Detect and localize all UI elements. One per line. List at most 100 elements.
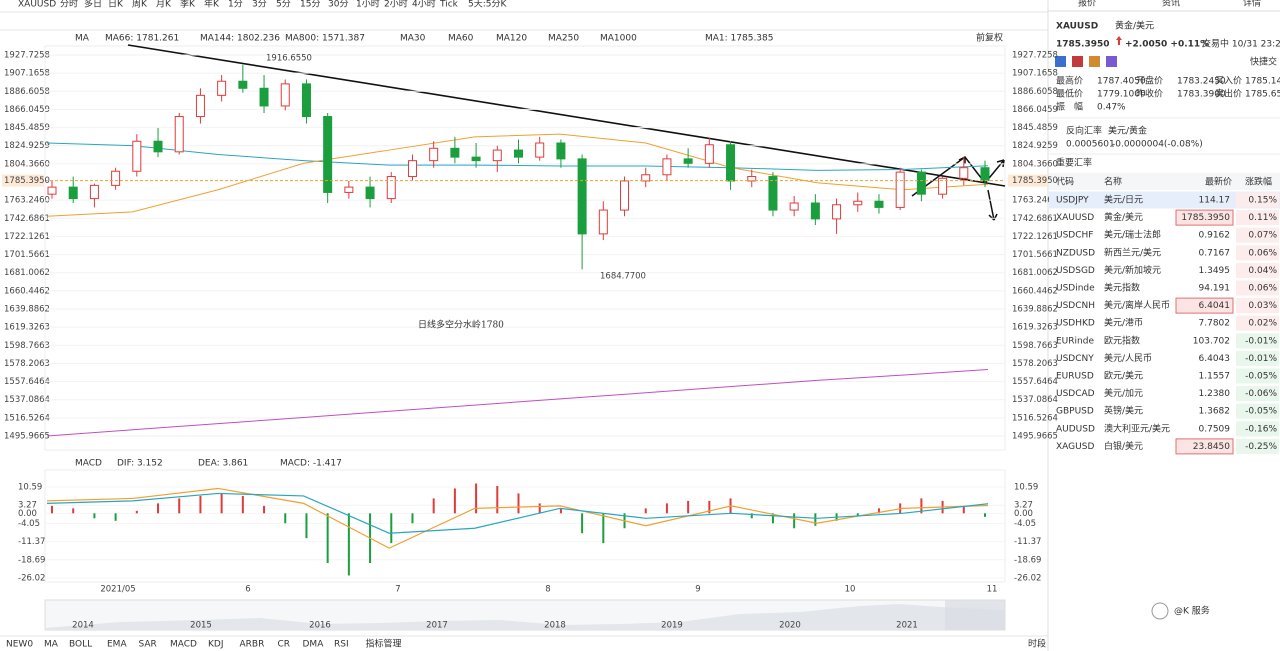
macd-tick-label: -18.69 xyxy=(18,555,45,565)
row-name[interactable]: 美元指数 xyxy=(1104,282,1140,294)
y-tick-label: 1660.4462 xyxy=(1012,286,1058,296)
period-tab[interactable]: 1小时 xyxy=(356,0,380,10)
row-name[interactable]: 美元/新加坡元 xyxy=(1104,264,1161,276)
panel-tab[interactable]: 资讯 xyxy=(1162,0,1180,9)
row-name[interactable]: 欧元/美元 xyxy=(1104,370,1143,382)
indicator-tab[interactable]: DMA xyxy=(303,640,325,650)
table-header[interactable]: 代码 xyxy=(1056,177,1074,188)
y-tick-label: 1578.2063 xyxy=(4,359,50,369)
y-tick-label: 1886.6058 xyxy=(1012,87,1058,97)
indicator-tab[interactable]: MA xyxy=(44,640,59,650)
navigator-window[interactable] xyxy=(945,600,1005,630)
row-name[interactable]: 美元/人民币 xyxy=(1104,352,1152,364)
row-code[interactable]: USDinde xyxy=(1056,284,1095,294)
row-name[interactable]: 黄金/美元 xyxy=(1104,211,1143,223)
trend-line xyxy=(127,44,1006,187)
macd-bar xyxy=(114,513,117,521)
indicator-tab[interactable]: ARBR xyxy=(240,640,265,650)
table-header[interactable]: 最新价 xyxy=(1205,176,1232,188)
row-price: 0.7509 xyxy=(1199,424,1231,434)
period-setting[interactable]: 时段 xyxy=(1028,638,1046,650)
period-tab[interactable]: 1分 xyxy=(228,0,243,10)
row-name[interactable]: 欧元指数 xyxy=(1104,334,1140,346)
row-name[interactable]: 美元/瑞士法郎 xyxy=(1104,229,1161,241)
candle-body xyxy=(195,94,205,118)
macd-bar xyxy=(51,505,53,514)
row-code[interactable]: EURUSD xyxy=(1056,372,1094,382)
row-name[interactable]: 澳大利亚元/美元 xyxy=(1104,422,1170,434)
row-code[interactable]: XAGUSD xyxy=(1056,442,1094,452)
row-price: 7.7802 xyxy=(1199,319,1231,329)
row-code[interactable]: NZDUSD xyxy=(1056,248,1095,258)
row-code[interactable]: EURinde xyxy=(1056,336,1094,346)
row-code[interactable]: USDJPY xyxy=(1056,196,1089,206)
period-tab[interactable]: 30分 xyxy=(328,0,348,10)
symbol[interactable]: XAUUSD xyxy=(18,0,56,10)
macd-bar xyxy=(750,513,753,519)
table-header[interactable]: 名称 xyxy=(1104,176,1122,188)
panel-tab[interactable]: 报价 xyxy=(1078,0,1096,9)
row-name[interactable]: 新西兰元/美元 xyxy=(1104,246,1161,258)
indicator-tab[interactable]: 指标管理 xyxy=(366,638,402,650)
macd-tick-label: 0.00 xyxy=(18,509,37,519)
period-tab[interactable]: 季K xyxy=(180,0,196,10)
period-tab[interactable]: 分时 xyxy=(60,0,78,10)
candle-body xyxy=(153,140,163,153)
row-code[interactable]: GBPUSD xyxy=(1056,407,1094,417)
macd-line xyxy=(46,487,989,549)
row-code[interactable]: XAUUSD xyxy=(1056,213,1094,223)
indicator-tab[interactable]: MACD xyxy=(170,640,197,650)
ma-legend-item: MA60 xyxy=(448,34,474,44)
row-code[interactable]: USDCAD xyxy=(1056,389,1095,399)
row-name[interactable]: 美元/港币 xyxy=(1104,317,1143,329)
period-tab[interactable]: 4小时 xyxy=(412,0,436,10)
row-code[interactable]: AUDUSD xyxy=(1056,424,1095,434)
indicator-tab[interactable]: SAR xyxy=(139,640,157,650)
icon[interactable] xyxy=(1089,56,1100,67)
macd-bar xyxy=(856,513,859,516)
period-tab[interactable]: 3分 xyxy=(252,0,267,10)
period-tab[interactable]: 日K xyxy=(108,0,124,10)
row-name[interactable]: 白银/美元 xyxy=(1104,440,1143,452)
row-code[interactable]: USDCNH xyxy=(1056,301,1095,311)
period-tab[interactable]: 5天:5分K xyxy=(468,0,507,10)
quick-trade[interactable]: 快捷交 xyxy=(1250,56,1277,68)
period-tab[interactable]: 5分 xyxy=(276,0,291,10)
macd-tick-label: -18.69 xyxy=(1014,555,1041,565)
indicator-tab[interactable]: BOLL xyxy=(69,640,92,650)
candle-body xyxy=(810,202,820,220)
row-name[interactable]: 美元/离岸人民币 xyxy=(1104,299,1170,311)
period-tab[interactable]: 2小时 xyxy=(384,0,408,10)
row-code[interactable]: USDCHF xyxy=(1056,231,1093,241)
row-code[interactable]: USDSGD xyxy=(1056,266,1095,276)
indicator-tab[interactable]: NEW0 xyxy=(6,640,33,650)
icon[interactable] xyxy=(1072,56,1083,67)
date-label: 7 xyxy=(395,585,400,595)
icon[interactable] xyxy=(1055,56,1066,67)
panel-tab[interactable]: 详情 xyxy=(1243,0,1261,9)
row-code[interactable]: USDHKD xyxy=(1056,319,1095,329)
reverse-pair[interactable]: 美元/黄金 xyxy=(1108,125,1147,137)
period-tab[interactable]: 月K xyxy=(156,0,172,10)
y-tick-label: 1722.1261 xyxy=(1012,232,1058,242)
period-tab[interactable]: 15分 xyxy=(300,0,320,10)
change-cell xyxy=(1236,245,1279,261)
period-tab[interactable]: 年K xyxy=(204,0,220,10)
icon[interactable] xyxy=(1106,56,1117,67)
period-tab[interactable]: Tick xyxy=(439,0,459,10)
indicator-tab[interactable]: CR xyxy=(278,640,291,650)
indicator-tab[interactable]: KDJ xyxy=(208,640,224,650)
row-code[interactable]: USDCNY xyxy=(1056,354,1094,364)
period-tab[interactable]: 多日 xyxy=(84,0,102,10)
period-tab[interactable]: 周K xyxy=(132,0,148,10)
row-name[interactable]: 美元/日元 xyxy=(1104,194,1143,206)
table-header[interactable]: 涨跌幅 xyxy=(1245,176,1272,188)
change-cell xyxy=(1236,421,1279,437)
selected-row[interactable] xyxy=(1049,191,1280,209)
candle-body xyxy=(492,149,502,162)
adjust-mode[interactable]: 前复权 xyxy=(976,32,1003,44)
row-name[interactable]: 英镑/美元 xyxy=(1104,405,1143,417)
row-name[interactable]: 美元/加元 xyxy=(1104,387,1143,399)
indicator-tab[interactable]: EMA xyxy=(107,640,127,650)
indicator-tab[interactable]: RSI xyxy=(334,640,349,650)
